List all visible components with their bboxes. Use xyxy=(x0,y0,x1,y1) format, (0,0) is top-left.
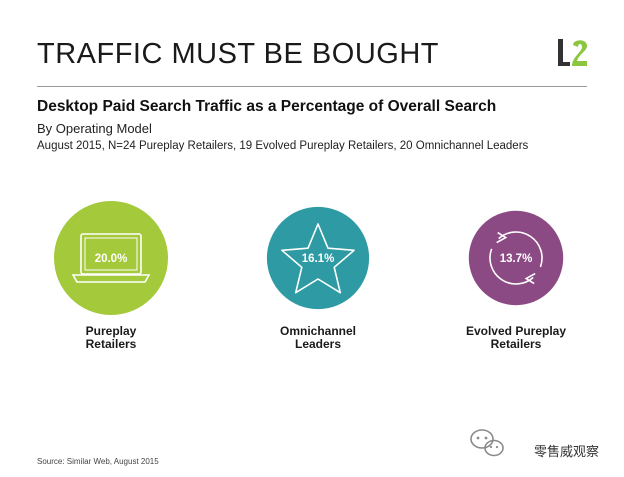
metric-group: 16.1% Omnichannel Leaders xyxy=(266,206,370,351)
value-label: 13.7% xyxy=(500,253,533,265)
header-divider xyxy=(37,86,587,87)
page-title: TRAFFIC MUST BE BOUGHT xyxy=(37,38,439,70)
chart-title: Desktop Paid Search Traffic as a Percent… xyxy=(37,98,497,115)
chart-subtitle: By Operating Model xyxy=(37,121,152,136)
l2-logo xyxy=(558,39,587,66)
laptop-icon xyxy=(71,233,151,283)
wechat-watermark-icon xyxy=(470,429,504,457)
category-label: Omnichannel Leaders xyxy=(280,324,356,351)
value-label: 16.1% xyxy=(302,253,335,265)
sample-note: August 2015, N=24 Pureplay Retailers, 19… xyxy=(37,140,529,152)
category-label: Pureplay Retailers xyxy=(86,324,137,351)
metric-circle xyxy=(468,210,564,306)
source-note: Source: Similar Web, August 2015 xyxy=(37,457,159,466)
metric-group: 20.0% Pureplay Retailers xyxy=(54,201,168,351)
metric-circle xyxy=(54,201,168,315)
value-label: 20.0% xyxy=(95,253,128,265)
watermark-text: 零售威观察 xyxy=(534,445,600,460)
star-icon xyxy=(281,223,355,294)
metric-circle xyxy=(266,206,370,310)
metric-group: 13.7% Evolved Pureplay Retailers xyxy=(466,210,566,351)
category-label: Evolved Pureplay Retailers xyxy=(466,324,566,351)
metric-circles-chart: 20.0% Pureplay Retailers 16.1% Omnichannel Le… xyxy=(54,201,566,351)
cycle-arrows-icon xyxy=(489,231,543,285)
